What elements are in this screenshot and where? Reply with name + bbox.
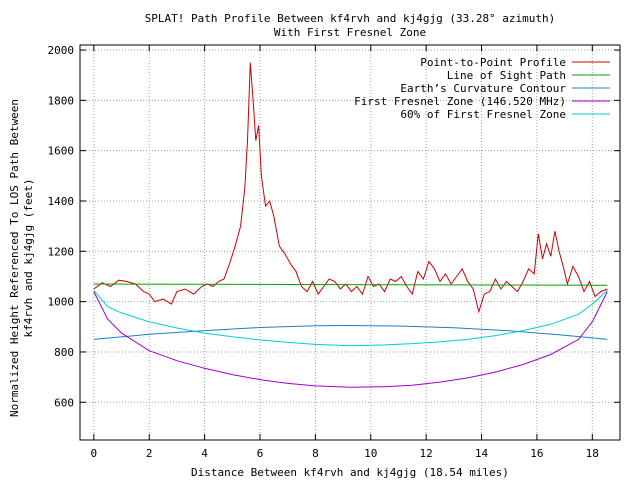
legend-label-5: 60% of First Fresnel Zone <box>400 108 566 121</box>
chart-series <box>93 62 608 388</box>
grid-lines <box>80 45 620 440</box>
y-tick-label: 1600 <box>48 145 75 158</box>
y-tick-label: 1200 <box>48 245 75 258</box>
legend-label-2: Line of Sight Path <box>447 69 566 82</box>
axis-ticks: 0 2 4 6 8 10 12 14 16 18 600 800 1000 1200 1400 1600 180… <box>48 44 620 460</box>
x-tick-label: 12 <box>420 447 433 460</box>
x-tick-label: 18 <box>586 447 599 460</box>
x-tick-label: 8 <box>312 447 319 460</box>
y-tick-label: 1000 <box>48 296 75 309</box>
series-line-2 <box>93 283 608 286</box>
chart-subtitle: With First Fresnel Zone <box>274 26 426 39</box>
y-axis-label-line-2: kf4rvh and kj4gjg (feet) <box>22 179 35 338</box>
y-tick-label: 2000 <box>48 44 75 57</box>
y-tick-label: 600 <box>54 396 74 409</box>
y-tick-label: 800 <box>54 346 74 359</box>
legend-label-3: Earth’s Curvature Contour <box>400 82 566 95</box>
legend-label-4: First Fresnel Zone (146.520 MHz) <box>354 95 566 108</box>
x-axis-label: Distance Between kf4rvh and kj4gjg (18.5… <box>191 466 509 479</box>
x-tick-label: 2 <box>146 447 153 460</box>
x-tick-label: 0 <box>91 447 98 460</box>
x-tick-label: 16 <box>530 447 543 460</box>
x-tick-label: 10 <box>364 447 377 460</box>
series-line-3 <box>93 324 608 340</box>
legend-label-1: Point-to-Point Profile <box>420 56 566 69</box>
chart-title: SPLAT! Path Profile Between kf4rvh and k… <box>145 12 556 25</box>
x-tick-label: 6 <box>257 447 264 460</box>
plot-frame <box>79 44 621 441</box>
x-tick-label: 4 <box>201 447 208 460</box>
series-line-1 <box>93 62 608 314</box>
y-tick-label: 1800 <box>48 94 75 107</box>
series-line-5 <box>93 289 608 347</box>
y-tick-label: 1400 <box>48 195 75 208</box>
series-line-4 <box>93 291 608 388</box>
x-tick-label: 14 <box>475 447 489 460</box>
y-axis-label-line-1: Normalized Height Referenced To LOS Path… <box>8 99 21 417</box>
